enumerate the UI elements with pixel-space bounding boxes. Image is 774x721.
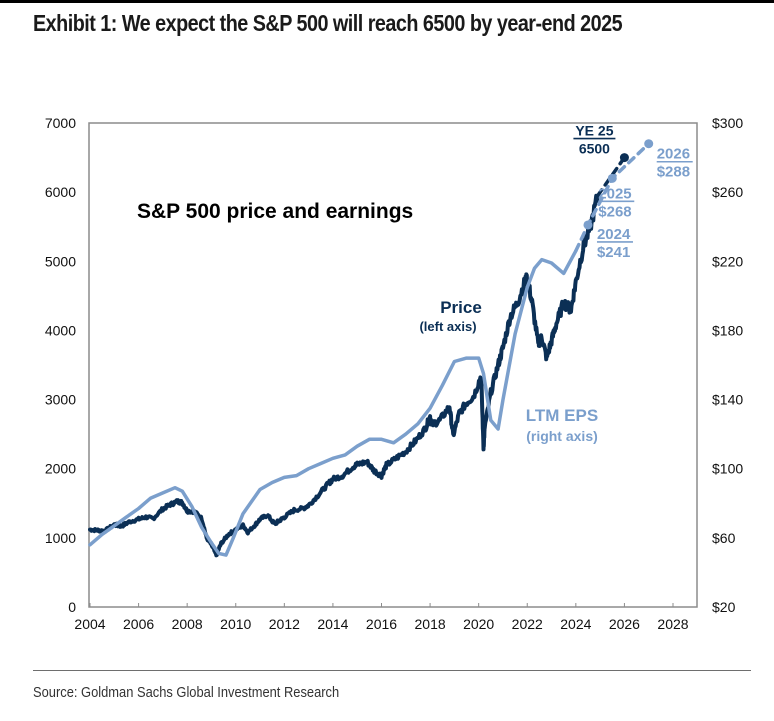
- y-left-tick-label: 6000: [45, 184, 76, 200]
- price-forecast-point: [619, 153, 629, 163]
- y-left-tick-label: 3000: [45, 392, 76, 408]
- y-left-tick-label: 5000: [45, 253, 76, 269]
- forecast-value: $288: [657, 164, 690, 181]
- exhibit-title: Exhibit 1: We expect the S&P 500 will re…: [33, 10, 623, 36]
- top-rule: [0, 0, 774, 3]
- y-right-tick-label: $60: [712, 530, 736, 546]
- y-right-tick-label: $300: [712, 115, 743, 131]
- forecast-value: $241: [597, 244, 630, 261]
- price-forecast-line: [595, 155, 627, 198]
- eps-series-label: LTM EPS: [526, 406, 598, 425]
- y-right-tick-label: $140: [712, 392, 743, 408]
- x-tick-label: 2012: [269, 616, 300, 632]
- x-tick-label: 2010: [220, 616, 251, 632]
- eps-axis-note: (right axis): [526, 428, 598, 444]
- forecast-label: 2024: [597, 226, 631, 243]
- y-left-tick-label: 1000: [45, 530, 76, 546]
- price-axis-note: (left axis): [419, 319, 476, 334]
- y-right-tick-label: $100: [712, 461, 743, 477]
- x-tick-label: 2008: [172, 616, 203, 632]
- y-left-tick-label: 4000: [45, 322, 76, 338]
- price-series-label: Price: [440, 298, 482, 317]
- x-tick-label: 2014: [317, 616, 348, 632]
- source-note: Source: Goldman Sachs Global Investment …: [33, 684, 340, 701]
- forecast-label: 2025: [598, 185, 631, 202]
- x-tick-label: 2024: [560, 616, 591, 632]
- y-left-tick-label: 2000: [45, 461, 76, 477]
- x-tick-label: 2026: [609, 616, 640, 632]
- forecast-value: $268: [598, 203, 631, 220]
- eps-forecast-point: [583, 220, 593, 230]
- price-line: [88, 193, 600, 558]
- y-left-tick-label: 7000: [45, 115, 76, 131]
- chart-title: S&P 500 price and earnings: [137, 200, 413, 223]
- x-tick-label: 2006: [123, 616, 154, 632]
- forecast-label: YE 25: [575, 123, 613, 139]
- ltm-eps-line: [88, 249, 578, 557]
- forecast-label: 2026: [657, 146, 690, 163]
- x-tick-label: 2028: [657, 616, 688, 632]
- y-right-tick-label: $220: [712, 253, 743, 269]
- y-right-tick-label: $260: [712, 184, 743, 200]
- x-tick-label: 2004: [74, 616, 105, 632]
- forecast-value: 6500: [579, 141, 610, 157]
- y-right-tick-label: $20: [712, 599, 736, 615]
- eps-forecast-point: [644, 139, 654, 149]
- x-tick-label: 2018: [415, 616, 446, 632]
- eps-forecast-point: [607, 173, 617, 183]
- x-tick-label: 2022: [512, 616, 543, 632]
- footer-rule: [33, 670, 751, 671]
- y-left-tick-label: 0: [68, 599, 76, 615]
- x-tick-label: 2016: [366, 616, 397, 632]
- plot-frame: [88, 122, 698, 608]
- y-right-tick-label: $180: [712, 322, 743, 338]
- x-tick-label: 2020: [463, 616, 494, 632]
